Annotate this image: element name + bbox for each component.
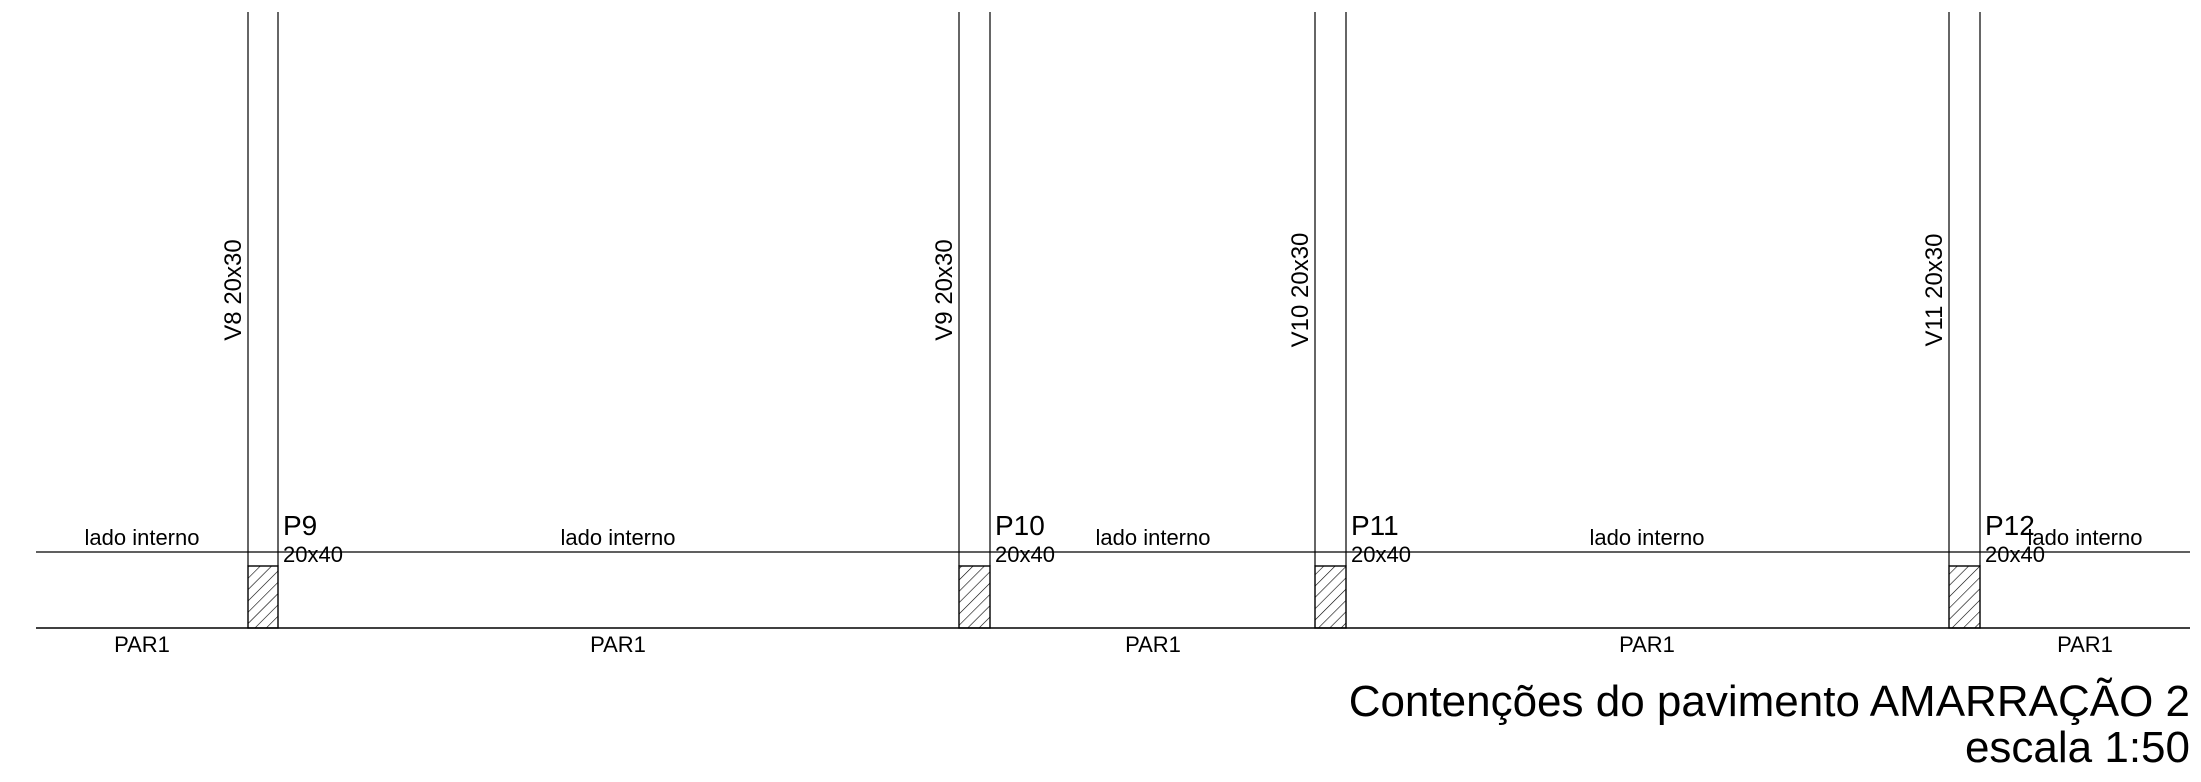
pillar-name-p12: P12 (1985, 510, 2035, 541)
pillar-p10 (958, 565, 991, 629)
side-label-4: lado interno (1590, 525, 1705, 550)
pillar-name-p9: P9 (283, 510, 317, 541)
beam-v11 (1948, 12, 1981, 566)
side-label-1: lado interno (85, 525, 200, 550)
pillar-size-p10: 20x40 (995, 542, 1055, 567)
wall-label-1: PAR1 (114, 632, 170, 657)
pillar-size-p11: 20x40 (1351, 542, 1411, 567)
beam-label-v10: V10 20x30 (1287, 233, 1314, 348)
pillar-name-p10: P10 (995, 510, 1045, 541)
beam-label-v11: V11 20x30 (1921, 234, 1948, 347)
pillar-size-p12: 20x40 (1985, 542, 2045, 567)
beam-label-v8: V8 20x30 (220, 239, 247, 340)
pillar-size-p9: 20x40 (283, 542, 343, 567)
pillar-p9 (247, 565, 279, 629)
wall-label-2: PAR1 (590, 632, 646, 657)
pillar-p12 (1948, 565, 1981, 629)
wall-label-5: PAR1 (2057, 632, 2113, 657)
wall-label-4: PAR1 (1619, 632, 1675, 657)
side-label-3: lado interno (1096, 525, 1211, 550)
beam-label-v9: V9 20x30 (931, 239, 958, 340)
drawing-title: Contenções do pavimento AMARRAÇÃO 2 (1349, 676, 2190, 726)
pillar-p11 (1314, 565, 1347, 629)
drawing-scale: escala 1:50 (1965, 723, 2190, 772)
pillar-name-p11: P11 (1351, 510, 1399, 541)
beam-v9 (958, 12, 991, 566)
side-label-2: lado interno (561, 525, 676, 550)
wall-label-3: PAR1 (1125, 632, 1181, 657)
beam-v10 (1314, 12, 1347, 566)
beam-v8 (247, 12, 279, 566)
side-label-5: lado interno (2028, 525, 2143, 550)
